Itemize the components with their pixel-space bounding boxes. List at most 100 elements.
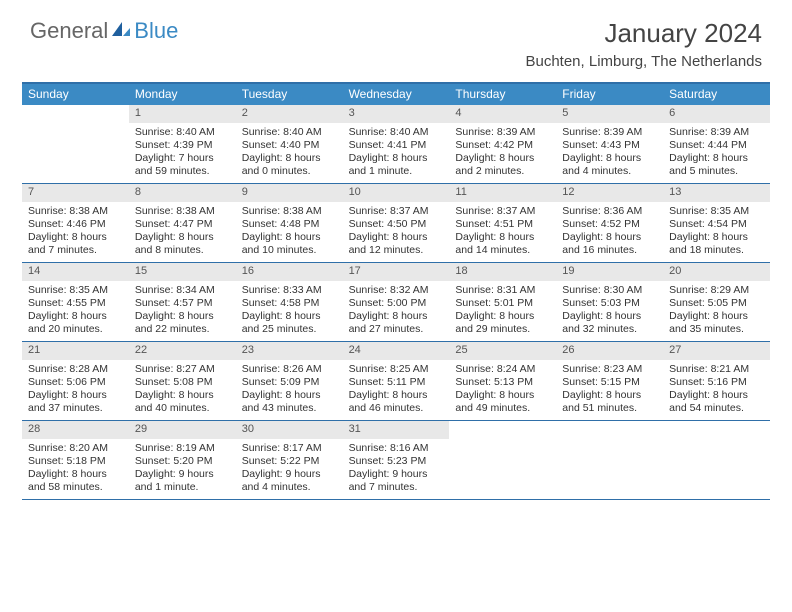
sunrise-text: Sunrise: 8:35 AM [28,284,123,297]
daylight-text: Daylight: 8 hours and 10 minutes. [242,231,337,257]
day-cell: 16Sunrise: 8:33 AMSunset: 4:58 PMDayligh… [236,263,343,341]
day-body: Sunrise: 8:30 AMSunset: 5:03 PMDaylight:… [556,281,663,341]
week-row: 28Sunrise: 8:20 AMSunset: 5:18 PMDayligh… [22,421,770,500]
day-number: 18 [449,263,556,281]
daylight-text: Daylight: 8 hours and 8 minutes. [135,231,230,257]
day-cell: 10Sunrise: 8:37 AMSunset: 4:50 PMDayligh… [343,184,450,262]
day-cell: 12Sunrise: 8:36 AMSunset: 4:52 PMDayligh… [556,184,663,262]
day-body: Sunrise: 8:39 AMSunset: 4:43 PMDaylight:… [556,123,663,183]
calendar-weeks: 1Sunrise: 8:40 AMSunset: 4:39 PMDaylight… [22,105,770,500]
day-body: Sunrise: 8:40 AMSunset: 4:39 PMDaylight:… [129,123,236,183]
sunset-text: Sunset: 5:23 PM [349,455,444,468]
sunrise-text: Sunrise: 8:40 AM [242,126,337,139]
sunset-text: Sunset: 5:00 PM [349,297,444,310]
day-number: 13 [663,184,770,202]
sunset-text: Sunset: 5:03 PM [562,297,657,310]
day-cell: 2Sunrise: 8:40 AMSunset: 4:40 PMDaylight… [236,105,343,183]
day-body: Sunrise: 8:38 AMSunset: 4:47 PMDaylight:… [129,202,236,262]
sunset-text: Sunset: 4:47 PM [135,218,230,231]
day-cell: 27Sunrise: 8:21 AMSunset: 5:16 PMDayligh… [663,342,770,420]
weekday-header: Thursday [449,84,556,105]
day-cell: 7Sunrise: 8:38 AMSunset: 4:46 PMDaylight… [22,184,129,262]
weekday-header: Tuesday [236,84,343,105]
daylight-text: Daylight: 8 hours and 49 minutes. [455,389,550,415]
sunrise-text: Sunrise: 8:16 AM [349,442,444,455]
day-cell: 8Sunrise: 8:38 AMSunset: 4:47 PMDaylight… [129,184,236,262]
daylight-text: Daylight: 8 hours and 25 minutes. [242,310,337,336]
title-block: January 2024 Buchten, Limburg, The Nethe… [525,18,762,70]
day-cell: 26Sunrise: 8:23 AMSunset: 5:15 PMDayligh… [556,342,663,420]
day-body: Sunrise: 8:38 AMSunset: 4:48 PMDaylight:… [236,202,343,262]
daylight-text: Daylight: 8 hours and 51 minutes. [562,389,657,415]
day-body: Sunrise: 8:39 AMSunset: 4:44 PMDaylight:… [663,123,770,183]
day-cell: 19Sunrise: 8:30 AMSunset: 5:03 PMDayligh… [556,263,663,341]
daylight-text: Daylight: 8 hours and 27 minutes. [349,310,444,336]
sunset-text: Sunset: 5:01 PM [455,297,550,310]
day-body: Sunrise: 8:21 AMSunset: 5:16 PMDaylight:… [663,360,770,420]
day-cell: 30Sunrise: 8:17 AMSunset: 5:22 PMDayligh… [236,421,343,499]
day-number: 20 [663,263,770,281]
daylight-text: Daylight: 8 hours and 18 minutes. [669,231,764,257]
day-cell: 13Sunrise: 8:35 AMSunset: 4:54 PMDayligh… [663,184,770,262]
day-number: 21 [22,342,129,360]
day-body: Sunrise: 8:33 AMSunset: 4:58 PMDaylight:… [236,281,343,341]
sunset-text: Sunset: 5:13 PM [455,376,550,389]
day-cell: 17Sunrise: 8:32 AMSunset: 5:00 PMDayligh… [343,263,450,341]
day-body: Sunrise: 8:40 AMSunset: 4:41 PMDaylight:… [343,123,450,183]
location-text: Buchten, Limburg, The Netherlands [525,53,762,70]
day-body: Sunrise: 8:24 AMSunset: 5:13 PMDaylight:… [449,360,556,420]
sunrise-text: Sunrise: 8:23 AM [562,363,657,376]
week-row: 1Sunrise: 8:40 AMSunset: 4:39 PMDaylight… [22,105,770,184]
daylight-text: Daylight: 8 hours and 0 minutes. [242,152,337,178]
day-number: 24 [343,342,450,360]
sunset-text: Sunset: 4:39 PM [135,139,230,152]
daylight-text: Daylight: 8 hours and 32 minutes. [562,310,657,336]
sunrise-text: Sunrise: 8:39 AM [669,126,764,139]
sunrise-text: Sunrise: 8:39 AM [455,126,550,139]
day-number: 14 [22,263,129,281]
day-number: 11 [449,184,556,202]
day-cell: 9Sunrise: 8:38 AMSunset: 4:48 PMDaylight… [236,184,343,262]
sunset-text: Sunset: 4:42 PM [455,139,550,152]
daylight-text: Daylight: 8 hours and 12 minutes. [349,231,444,257]
day-body: Sunrise: 8:40 AMSunset: 4:40 PMDaylight:… [236,123,343,183]
sunset-text: Sunset: 4:44 PM [669,139,764,152]
daylight-text: Daylight: 8 hours and 40 minutes. [135,389,230,415]
sunset-text: Sunset: 4:57 PM [135,297,230,310]
day-cell: 31Sunrise: 8:16 AMSunset: 5:23 PMDayligh… [343,421,450,499]
day-cell: 28Sunrise: 8:20 AMSunset: 5:18 PMDayligh… [22,421,129,499]
sunrise-text: Sunrise: 8:39 AM [562,126,657,139]
daylight-text: Daylight: 8 hours and 35 minutes. [669,310,764,336]
day-cell: 5Sunrise: 8:39 AMSunset: 4:43 PMDaylight… [556,105,663,183]
day-number: 30 [236,421,343,439]
day-body: Sunrise: 8:28 AMSunset: 5:06 PMDaylight:… [22,360,129,420]
sunrise-text: Sunrise: 8:28 AM [28,363,123,376]
day-body: Sunrise: 8:31 AMSunset: 5:01 PMDaylight:… [449,281,556,341]
sunset-text: Sunset: 4:46 PM [28,218,123,231]
day-cell: 4Sunrise: 8:39 AMSunset: 4:42 PMDaylight… [449,105,556,183]
month-title: January 2024 [525,18,762,49]
sunrise-text: Sunrise: 8:26 AM [242,363,337,376]
day-number: 4 [449,105,556,123]
sunset-text: Sunset: 5:09 PM [242,376,337,389]
day-number: 23 [236,342,343,360]
sunrise-text: Sunrise: 8:19 AM [135,442,230,455]
logo: General Blue [30,18,178,44]
daylight-text: Daylight: 8 hours and 37 minutes. [28,389,123,415]
day-number: 26 [556,342,663,360]
day-cell: 29Sunrise: 8:19 AMSunset: 5:20 PMDayligh… [129,421,236,499]
sunset-text: Sunset: 4:51 PM [455,218,550,231]
day-body: Sunrise: 8:36 AMSunset: 4:52 PMDaylight:… [556,202,663,262]
sunset-text: Sunset: 5:20 PM [135,455,230,468]
sunrise-text: Sunrise: 8:29 AM [669,284,764,297]
day-number: 15 [129,263,236,281]
sunset-text: Sunset: 5:16 PM [669,376,764,389]
sunrise-text: Sunrise: 8:36 AM [562,205,657,218]
daylight-text: Daylight: 9 hours and 4 minutes. [242,468,337,494]
week-row: 14Sunrise: 8:35 AMSunset: 4:55 PMDayligh… [22,263,770,342]
sunrise-text: Sunrise: 8:32 AM [349,284,444,297]
day-body: Sunrise: 8:27 AMSunset: 5:08 PMDaylight:… [129,360,236,420]
daylight-text: Daylight: 8 hours and 16 minutes. [562,231,657,257]
weekday-header: Monday [129,84,236,105]
sunrise-text: Sunrise: 8:25 AM [349,363,444,376]
